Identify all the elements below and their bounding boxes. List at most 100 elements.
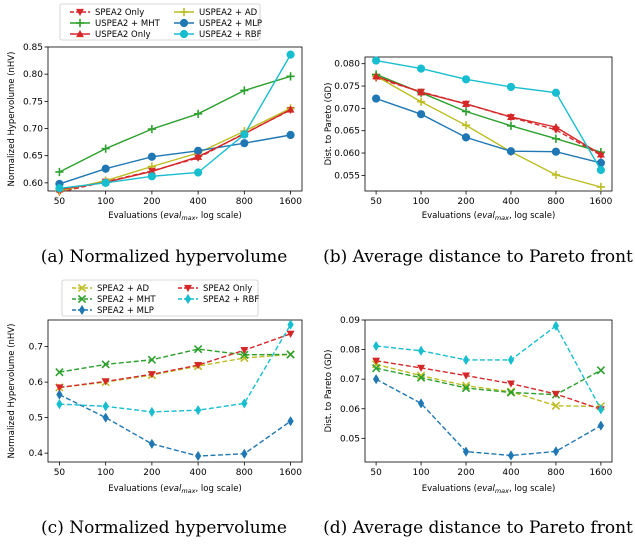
x-axis-label: Evaluations (evalmax, log scale) [422, 484, 556, 495]
legend-label: USPEA2 + MHT [95, 19, 161, 29]
y-axis-label: Normalized Hypervolume (nHV) [7, 52, 17, 187]
x-axis-label: Evaluations (evalmax, log scale) [108, 211, 242, 222]
x-tick-label: 100 [97, 468, 114, 478]
series-uspea2-ad [372, 72, 605, 192]
data-point [55, 368, 64, 377]
y-tick-label: 0.60 [23, 179, 43, 189]
x-tick-label: 1600 [589, 468, 612, 478]
data-point [371, 364, 381, 373]
data-point [417, 398, 425, 409]
data-point [372, 374, 380, 385]
data-point [551, 88, 561, 97]
data-point [55, 384, 64, 392]
y-tick-label: 0.09 [340, 316, 360, 326]
data-point [461, 372, 471, 380]
legend-spea2-ad-marker [77, 283, 87, 293]
data-point [551, 401, 561, 410]
data-point [194, 109, 203, 118]
y-tick-label: 0.07 [340, 375, 360, 385]
data-point [416, 97, 426, 106]
data-point [461, 383, 471, 393]
legend-spea2-only: SPEA2 Only [70, 8, 144, 18]
series-uspea2-ad [55, 104, 295, 196]
x-tick-label: 400 [190, 468, 207, 478]
axes-frame [47, 46, 303, 192]
series-line [59, 348, 291, 373]
series-spea2-only [55, 330, 295, 392]
data-point [416, 64, 426, 73]
data-point [461, 107, 471, 116]
data-point [417, 345, 425, 356]
series-spea2-mht [371, 364, 606, 399]
data-point [596, 165, 605, 175]
data-point [101, 378, 110, 386]
data-point [147, 371, 156, 379]
legend-spea2-mht-marker [77, 294, 87, 304]
series-line [59, 134, 291, 185]
data-point [506, 147, 516, 156]
data-point [462, 354, 470, 366]
y-tick-label: 0.75 [23, 97, 43, 107]
x-tick-label: 800 [236, 197, 253, 207]
y-axis-label: Dist. to Pareto (GD) [324, 83, 334, 166]
data-point [101, 164, 110, 173]
x-tick-label: 1600 [279, 468, 302, 478]
data-point [286, 105, 295, 113]
legend-uspea2-mlp-marker [179, 18, 189, 28]
data-point [194, 152, 203, 160]
legend-box [59, 3, 261, 41]
legend-spea2-mht: SPEA2 + MHT [72, 294, 156, 305]
data-point [416, 373, 426, 382]
y-axis-label: Normalized Hypervolume (nHV) [7, 324, 17, 459]
data-point [147, 355, 157, 364]
chart-panel-d: 50 100 200 400 800 1600 0.05 0.06 0.07 0.08 0.09 Ev… [323, 316, 633, 538]
series-line [59, 75, 291, 173]
data-point [461, 121, 471, 130]
data-point [461, 133, 471, 142]
series-line [59, 324, 292, 413]
legend-uspea2-rbf: USPEA2 + RBF [174, 29, 262, 40]
series-line [59, 107, 291, 192]
data-point [506, 388, 516, 397]
data-point [461, 75, 471, 84]
data-point [506, 121, 516, 130]
data-point [101, 144, 110, 153]
data-point [240, 347, 249, 355]
y-tick-label: 0.5 [29, 414, 43, 424]
legend-uspea2-mht-marker [75, 18, 85, 28]
series-line [375, 378, 602, 457]
series-line [375, 360, 602, 410]
legend-uspea2-mlp: USPEA2 + MLP [174, 18, 262, 29]
legend-label: USPEA2 + MLP [199, 19, 262, 29]
legend-spea2-ad: SPEA2 + AD [72, 283, 149, 294]
legend-label: SPEA2 Only [95, 8, 144, 18]
data-point [287, 416, 294, 427]
data-point [287, 319, 294, 330]
legend-label: SPEA2 + MHT [97, 295, 156, 305]
data-point [506, 112, 516, 120]
legend-uspea2-rbf-marker [179, 29, 189, 39]
x-tick-label: 200 [143, 197, 160, 207]
data-point [596, 366, 606, 375]
data-point [507, 450, 515, 461]
legend-spea2-mlp: SPEA2 + MLP [72, 304, 154, 316]
data-point [241, 398, 248, 409]
data-point [461, 99, 471, 108]
y-tick-label: 0.7 [29, 343, 43, 353]
legend: SPEA2 + AD SPEA2 Only SPEA2 + MHT SPEA2 + R… [61, 279, 259, 317]
data-point [147, 172, 156, 181]
x-tick-label: 1600 [279, 197, 302, 207]
x-tick-label: 400 [502, 468, 519, 478]
legend-uspea2-mht: USPEA2 + MHT [70, 18, 161, 29]
series-uspea2-mlp [372, 94, 605, 167]
data-point [148, 406, 156, 418]
x-tick-label: 800 [547, 197, 564, 207]
series-uspea2-mht [55, 72, 295, 177]
y-tick-label: 0.70 [23, 125, 43, 135]
series-line [375, 75, 602, 188]
data-point [147, 124, 156, 134]
x-tick-label: 50 [370, 468, 382, 478]
x-tick-label: 200 [457, 197, 474, 207]
legend-label: USPEA2 + AD [199, 8, 258, 18]
data-point [55, 167, 64, 177]
